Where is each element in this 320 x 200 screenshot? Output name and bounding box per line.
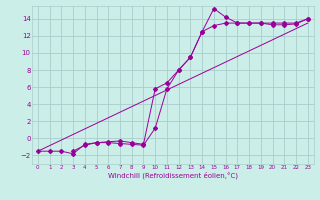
X-axis label: Windchill (Refroidissement éolien,°C): Windchill (Refroidissement éolien,°C) xyxy=(108,172,238,179)
